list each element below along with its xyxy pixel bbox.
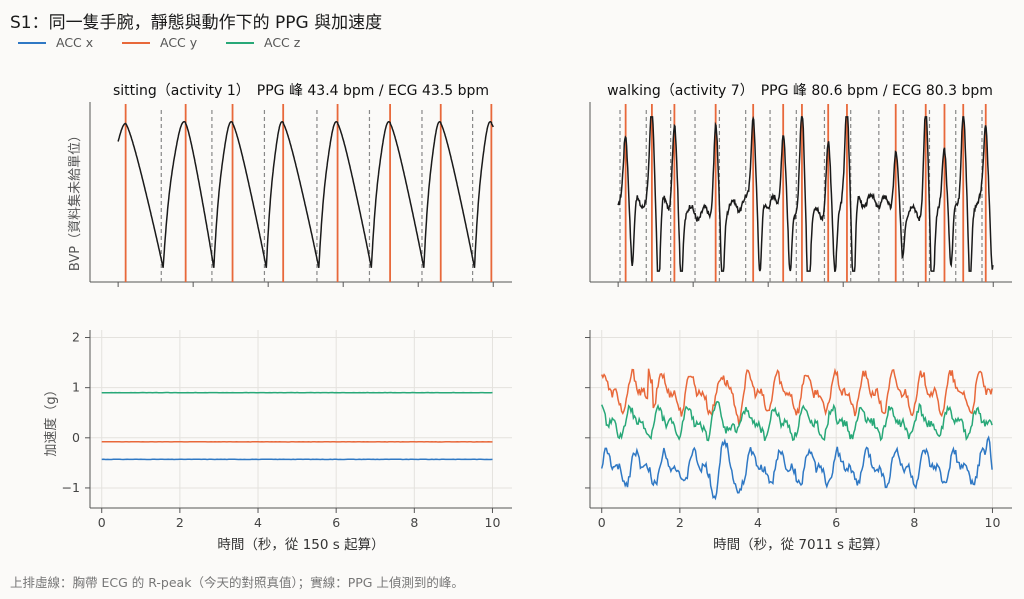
legend: ACC x ACC y ACC z xyxy=(18,35,330,50)
walking-acc-x-tick-label-2: 4 xyxy=(754,515,762,530)
legend-label-acc-y: ACC y xyxy=(160,35,198,50)
sitting-acc-x-tick-label-3: 6 xyxy=(332,515,340,530)
sitting-acc-xlabel: 時間（秒，從 150 s 起算） xyxy=(217,537,384,553)
sitting-bvp-bvp-line xyxy=(117,121,494,268)
legend-label-acc-z: ACC z xyxy=(264,35,301,50)
sitting-acc-x-tick-label-1: 2 xyxy=(176,515,184,530)
walking-acc-series-acc-x xyxy=(600,435,993,501)
sitting-acc-y-tick-label-1: 0 xyxy=(72,430,80,445)
sitting-acc-x-tick-label-2: 4 xyxy=(254,515,262,530)
walking-acc-x-tick-label-1: 2 xyxy=(676,515,684,530)
figure-title: S1：同一隻手腕，靜態與動作下的 PPG 與加速度 xyxy=(10,13,383,33)
walking-acc-x-tick-label-4: 8 xyxy=(910,515,918,530)
legend-swatch-acc-x xyxy=(18,41,46,44)
sitting-acc-y-tick-label-2: 1 xyxy=(72,380,80,395)
legend-item-acc-y: ACC y xyxy=(122,35,226,50)
legend-item-acc-x: ACC x xyxy=(18,35,122,50)
sitting-acc-x-tick-label-5: 10 xyxy=(485,515,501,530)
walking-bvp-bvp-line xyxy=(617,115,994,273)
sitting-acc-y-tick-label-0: −1 xyxy=(62,480,80,495)
walking-panel-title: walking（activity 7） PPG 峰 80.6 bpm / ECG… xyxy=(607,83,993,99)
sitting-acc-x-tick-label-4: 8 xyxy=(410,515,418,530)
sitting-acc-y-tick-label-3: 2 xyxy=(72,330,80,345)
sitting-acc-x-tick-label-0: 0 xyxy=(98,515,106,530)
walking-acc-x-tick-label-3: 6 xyxy=(832,515,840,530)
walking-acc-x-tick-label-0: 0 xyxy=(598,515,606,530)
legend-swatch-acc-z xyxy=(226,41,254,44)
walking-acc-x-tick-label-5: 10 xyxy=(985,515,1001,530)
sitting-panel-title: sitting（activity 1） PPG 峰 43.4 bpm / ECG… xyxy=(113,83,489,99)
legend-item-acc-z: ACC z xyxy=(226,35,330,50)
acc-ylabel: 加速度（g） xyxy=(43,383,59,456)
bvp-ylabel: BVP（資料集未給單位） xyxy=(67,129,83,271)
legend-swatch-acc-y xyxy=(122,41,150,44)
walking-acc-series-acc-z xyxy=(601,400,993,442)
walking-acc-series-acc-y xyxy=(601,367,993,425)
footnote: 上排虛線：胸帶 ECG 的 R-peak（今天的對照真值）；實線：PPG 上偵測… xyxy=(10,575,464,590)
walking-acc-xlabel: 時間（秒，從 7011 s 起算） xyxy=(713,537,889,553)
legend-label-acc-x: ACC x xyxy=(56,35,94,50)
